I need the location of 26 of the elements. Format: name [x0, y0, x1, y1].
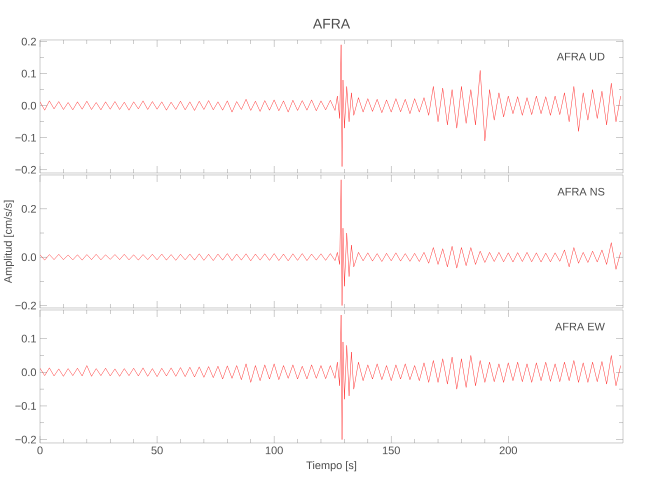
chart-title: AFRA	[312, 18, 350, 28]
x-tick-label: 100	[266, 446, 283, 454]
y-tick-label: −0.2	[15, 436, 36, 444]
y-tick-label: −0.1	[15, 134, 36, 142]
y-tick-label: −0.1	[15, 402, 36, 410]
y-tick-label: 0.1	[22, 334, 36, 342]
y-tick-label: 0.0	[22, 368, 36, 376]
x-tick-label: 50	[151, 446, 163, 454]
y-tick-label: 0.1	[22, 70, 36, 78]
x-tick-label: 200	[500, 446, 517, 454]
annotation: AFRA EW	[555, 322, 605, 330]
y-tick-label: −0.2	[15, 166, 36, 174]
y-tick-label: −0.2	[15, 302, 36, 310]
y-tick-label: 0.2	[22, 38, 36, 46]
y-tick-label: 0.0	[22, 102, 36, 110]
y-tick-label: 0.0	[22, 253, 36, 262]
line-series	[40, 180, 621, 306]
annotation: AFRA UD	[556, 52, 604, 60]
y-axis-title: Amplitud [cm/s/s]	[4, 200, 14, 284]
x-tick-label: 150	[382, 446, 400, 454]
annotation: AFRA NS	[557, 188, 604, 196]
line-series	[40, 314, 621, 440]
x-axis-title: Tiempo [s]	[306, 461, 356, 472]
x-tick-label: 0	[37, 446, 43, 454]
y-tick-label: 0.2	[22, 204, 36, 213]
line-series	[40, 44, 621, 167]
